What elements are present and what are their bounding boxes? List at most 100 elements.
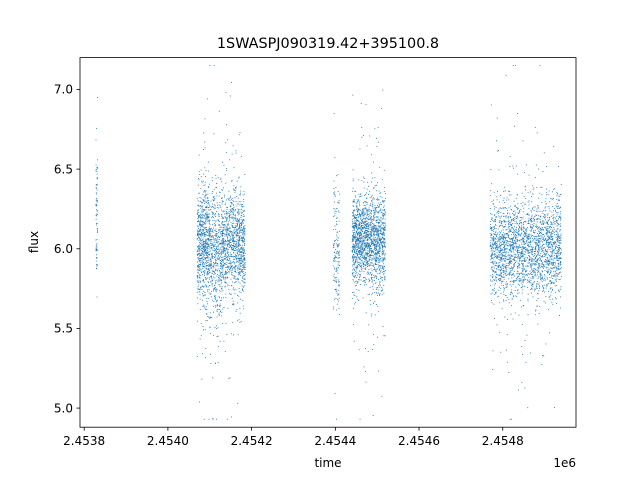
data-point bbox=[373, 344, 375, 346]
data-point bbox=[535, 246, 536, 248]
data-point bbox=[557, 247, 559, 249]
data-point bbox=[524, 233, 525, 235]
data-point bbox=[213, 306, 214, 308]
data-point bbox=[218, 232, 220, 233]
data-point bbox=[242, 240, 244, 242]
data-point bbox=[96, 265, 98, 267]
data-point bbox=[384, 243, 385, 245]
data-point bbox=[367, 263, 369, 265]
data-point bbox=[544, 200, 546, 202]
data-point bbox=[233, 201, 235, 203]
data-point bbox=[225, 230, 227, 232]
data-point bbox=[209, 206, 211, 208]
data-point bbox=[203, 190, 205, 192]
data-point bbox=[378, 265, 380, 267]
data-point bbox=[354, 210, 355, 212]
data-point bbox=[366, 233, 368, 235]
data-point bbox=[356, 243, 358, 245]
data-point bbox=[536, 235, 538, 237]
data-point bbox=[377, 198, 379, 200]
data-point bbox=[201, 180, 203, 182]
data-point bbox=[537, 227, 539, 229]
data-point bbox=[380, 234, 382, 236]
data-point bbox=[206, 271, 208, 273]
data-point bbox=[334, 280, 336, 282]
data-point bbox=[535, 237, 537, 239]
data-point bbox=[221, 268, 223, 270]
data-point bbox=[244, 225, 246, 226]
data-point bbox=[244, 264, 246, 266]
data-point bbox=[223, 248, 225, 250]
data-point bbox=[364, 237, 366, 239]
data-point bbox=[220, 279, 222, 280]
data-point bbox=[243, 278, 245, 280]
data-point bbox=[368, 207, 370, 209]
data-point bbox=[380, 243, 382, 244]
data-point bbox=[202, 279, 204, 281]
data-point bbox=[242, 253, 244, 254]
data-point bbox=[358, 227, 360, 229]
data-point bbox=[205, 213, 207, 215]
data-point bbox=[357, 226, 359, 228]
data-point bbox=[369, 233, 371, 235]
data-point bbox=[204, 234, 206, 236]
data-point bbox=[338, 279, 340, 281]
data-point bbox=[233, 248, 235, 250]
data-point bbox=[527, 262, 529, 264]
data-point bbox=[234, 258, 235, 260]
data-point bbox=[230, 206, 232, 208]
data-point bbox=[239, 267, 241, 269]
data-point bbox=[374, 254, 376, 256]
data-point bbox=[337, 263, 339, 265]
data-point bbox=[213, 223, 215, 224]
data-point bbox=[206, 256, 208, 258]
data-point bbox=[552, 268, 554, 270]
data-point bbox=[215, 239, 217, 241]
data-point bbox=[244, 238, 245, 240]
data-point bbox=[376, 252, 378, 254]
data-point bbox=[96, 222, 98, 224]
data-point bbox=[365, 244, 367, 246]
data-point bbox=[199, 309, 201, 311]
data-point bbox=[379, 206, 381, 208]
data-point bbox=[509, 274, 511, 275]
data-point bbox=[384, 279, 386, 281]
data-point bbox=[384, 208, 386, 210]
data-point bbox=[362, 222, 364, 224]
data-point bbox=[378, 249, 380, 251]
data-point bbox=[507, 190, 509, 192]
data-point bbox=[204, 118, 206, 120]
data-point bbox=[243, 214, 245, 216]
data-point bbox=[376, 258, 378, 260]
data-point bbox=[365, 261, 367, 263]
data-point bbox=[353, 227, 355, 229]
data-point bbox=[369, 219, 371, 221]
data-point bbox=[375, 282, 377, 284]
data-point bbox=[228, 233, 230, 235]
data-point bbox=[383, 235, 385, 237]
data-point bbox=[503, 191, 505, 193]
data-point bbox=[353, 256, 355, 258]
data-point bbox=[338, 264, 340, 266]
data-point bbox=[222, 239, 224, 241]
data-point bbox=[374, 267, 375, 269]
data-point bbox=[374, 314, 376, 316]
data-point bbox=[200, 246, 201, 248]
data-point bbox=[221, 222, 223, 224]
data-point bbox=[382, 233, 384, 234]
data-point bbox=[209, 209, 211, 211]
data-point bbox=[354, 266, 356, 268]
data-point bbox=[233, 252, 235, 254]
data-point bbox=[214, 214, 216, 216]
data-point bbox=[201, 243, 203, 245]
data-point bbox=[356, 289, 358, 291]
data-point bbox=[367, 213, 369, 215]
data-point bbox=[543, 288, 545, 290]
data-point bbox=[382, 233, 384, 235]
data-point bbox=[493, 206, 495, 208]
data-point bbox=[536, 239, 538, 241]
data-point bbox=[362, 209, 364, 211]
data-point bbox=[366, 227, 368, 229]
data-point bbox=[506, 234, 508, 236]
data-point bbox=[197, 212, 199, 214]
